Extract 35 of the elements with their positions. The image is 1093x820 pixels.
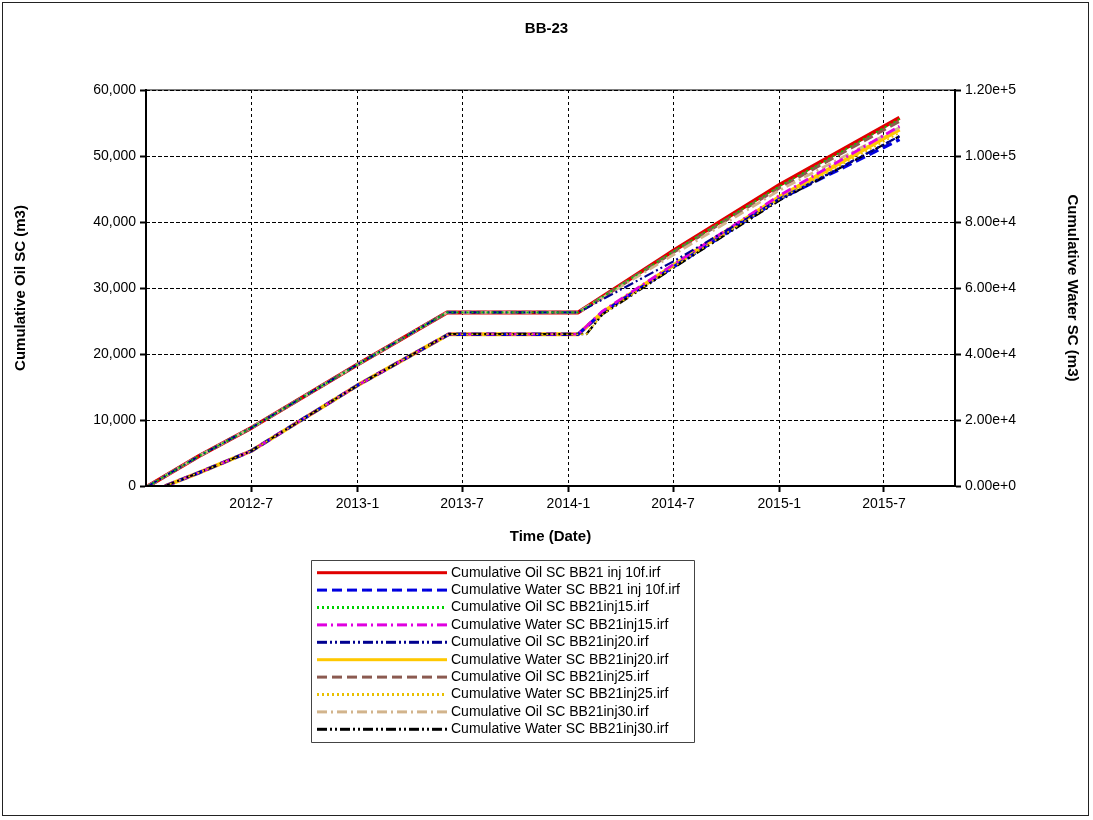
x-tick-label: 2012-7 (229, 495, 274, 512)
y2-tick-label: 8.00e+4 (965, 212, 1017, 229)
x-tick-label: 2013-7 (440, 495, 485, 512)
x-tick-label: 2014-1 (546, 495, 591, 512)
y-axis-title: Cumulative Oil SC (m3) (11, 205, 29, 371)
y2-tick-label: 1.00e+5 (965, 146, 1017, 163)
y-tick-label: 50,000 (93, 146, 137, 163)
y2-tick-label: 6.00e+4 (965, 278, 1017, 295)
y2-tick-label: 2.00e+4 (965, 410, 1017, 427)
y2-tick-label: 4.00e+4 (965, 344, 1017, 361)
legend-label: Cumulative Water SC BB21inj25.irf (451, 685, 669, 702)
y-tick-label: 40,000 (93, 212, 137, 229)
y-tick-label: 60,000 (93, 80, 137, 97)
y-tick-label: 30,000 (93, 278, 137, 295)
x-tick-label: 2013-1 (335, 495, 380, 512)
legend-label: Cumulative Oil SC BB21inj25.irf (451, 667, 649, 684)
chart-title: BB-23 (524, 19, 569, 37)
y2-axis-title: Cumulative Water SC (m3) (1064, 194, 1082, 382)
x-tick-label: 2015-1 (757, 495, 802, 512)
legend-label: Cumulative Water SC BB21inj30.irf (451, 720, 669, 737)
y2-tick-label: 0.00e+0 (965, 476, 1017, 493)
legend-label: Cumulative Oil SC BB21inj15.irf (451, 598, 649, 615)
legend-label: Cumulative Water SC BB21inj20.irf (451, 650, 669, 667)
legend-label: Cumulative Oil SC BB21 inj 10f.irf (451, 563, 661, 580)
legend-label: Cumulative Oil SC BB21inj30.irf (451, 702, 649, 719)
x-tick-label: 2014-7 (651, 495, 696, 512)
y-tick-label: 10,000 (93, 410, 137, 427)
x-axis-title: Time (Date) (509, 527, 592, 545)
y-tick-label: 20,000 (93, 344, 137, 361)
y-tick-label: 0 (128, 476, 137, 493)
legend-label: Cumulative Water SC BB21 inj 10f.irf (451, 580, 681, 597)
legend-label: Cumulative Oil SC BB21inj20.irf (451, 633, 649, 650)
x-tick-label: 2015-7 (862, 495, 906, 512)
legend-label: Cumulative Water SC BB21inj15.irf (451, 615, 669, 632)
y2-tick-label: 1.20e+5 (965, 80, 1017, 97)
